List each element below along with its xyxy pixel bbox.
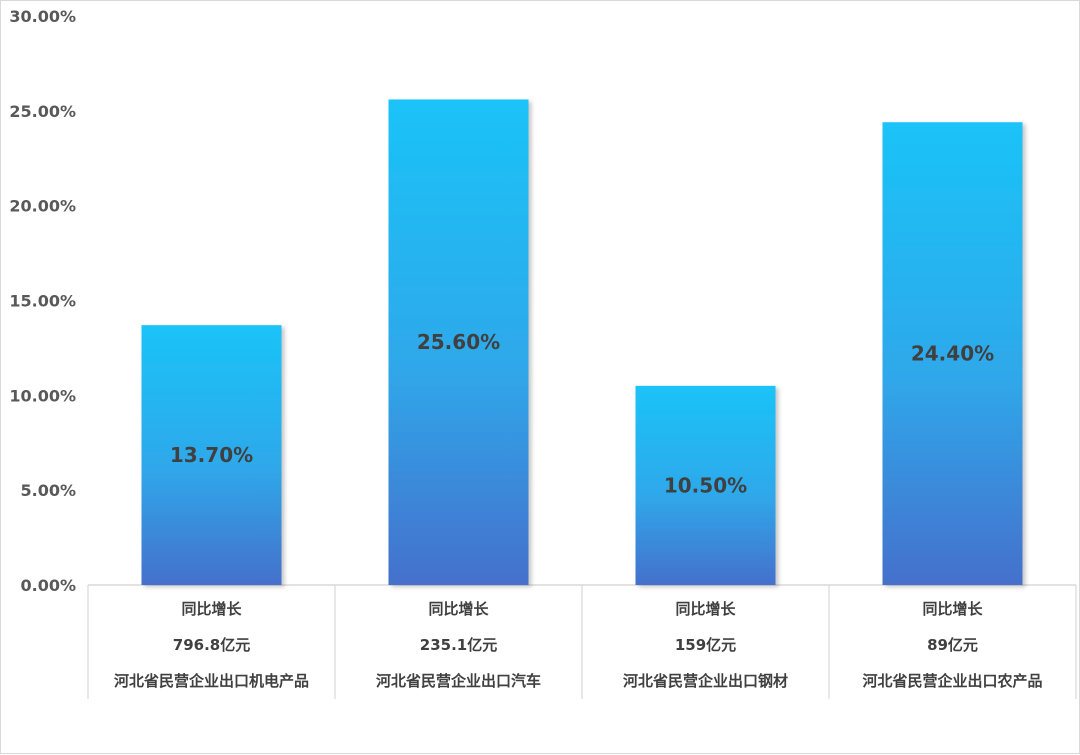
bar[interactable] <box>882 122 1023 586</box>
category-label-line: 河北省民营企业出口汽车 <box>376 672 541 690</box>
category-label-line: 235.1亿元 <box>420 636 497 654</box>
data-label: 25.60% <box>417 330 500 354</box>
bar[interactable] <box>388 99 529 585</box>
y-tick-label: 0.00% <box>20 576 76 595</box>
y-tick-label: 5.00% <box>20 481 76 500</box>
category-label-line: 河北省民营企业出口农产品 <box>862 672 1042 690</box>
data-label: 13.70% <box>170 443 253 467</box>
y-tick-label: 15.00% <box>9 292 76 311</box>
category-label-line: 同比增长 <box>922 600 983 618</box>
category-label-line: 796.8亿元 <box>173 636 250 654</box>
y-tick-label: 30.00% <box>9 7 76 26</box>
y-tick-label: 25.00% <box>9 102 76 121</box>
data-label: 10.50% <box>664 473 747 497</box>
category-label-line: 同比增长 <box>181 600 242 618</box>
category-label-line: 89亿元 <box>927 636 978 654</box>
bar[interactable] <box>635 385 776 585</box>
bar[interactable] <box>141 325 282 585</box>
y-tick-label: 10.00% <box>9 386 76 405</box>
category-label-line: 同比增长 <box>428 600 489 618</box>
category-label-line: 河北省民营企业出口钢材 <box>623 672 788 690</box>
category-label-line: 159亿元 <box>675 636 736 654</box>
category-label-line: 同比增长 <box>675 600 736 618</box>
data-label: 24.40% <box>911 342 994 366</box>
y-tick-label: 20.00% <box>9 197 76 216</box>
category-label-line: 河北省民营企业出口机电产品 <box>114 672 309 690</box>
